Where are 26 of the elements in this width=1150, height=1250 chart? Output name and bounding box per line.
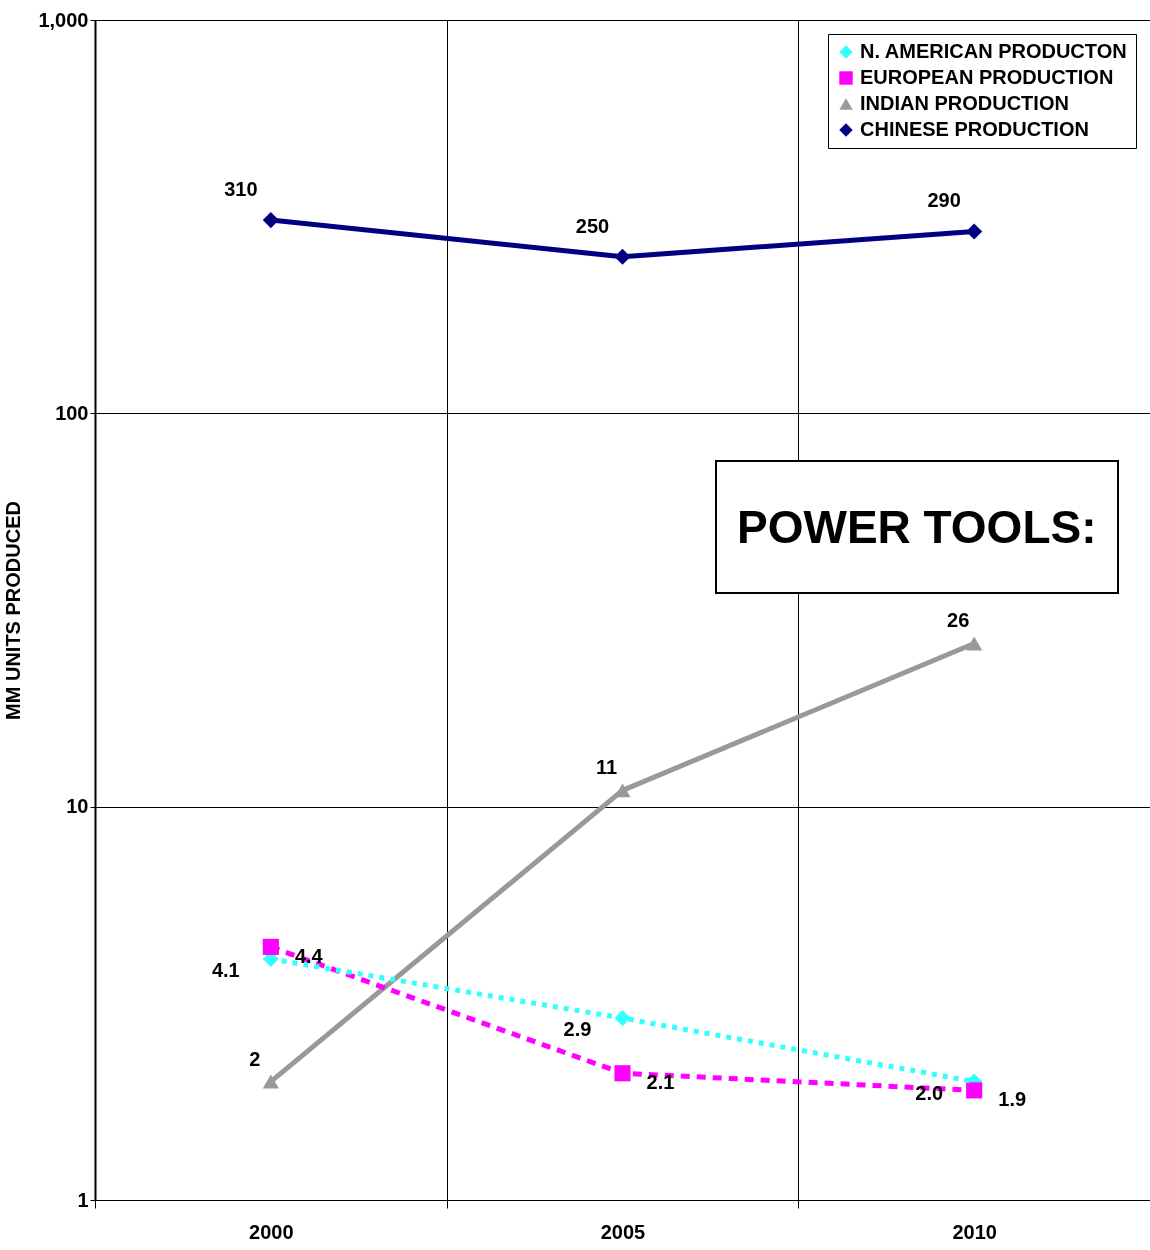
y-tick-label: 1,000 <box>38 8 89 31</box>
point <box>262 1074 279 1089</box>
legend-label: N. AMERICAN PRODUCTON <box>860 40 1127 62</box>
data-label: 290 <box>927 189 961 212</box>
data-label: 4.4 <box>294 944 324 967</box>
legend-label: INDIAN PRODUCTION <box>860 92 1069 114</box>
y-tick-label: 10 <box>66 795 89 818</box>
y-tick-label: 100 <box>55 401 89 424</box>
data-label: 2 <box>249 1047 261 1070</box>
data-label: 4.1 <box>211 958 240 981</box>
x-tick-label: 2005 <box>600 1220 646 1243</box>
data-label: 26 <box>947 609 970 632</box>
x-tick-label: 2010 <box>952 1220 997 1243</box>
data-label: 2.0 <box>915 1081 944 1104</box>
legend-label: EUROPEAN PRODUCTION <box>860 66 1114 88</box>
text: POWER TOOLS: <box>715 460 1119 594</box>
y-axis-title: MM UNITS PRODUCED <box>2 501 25 720</box>
data-label: 2.9 <box>563 1018 592 1041</box>
data-label: 1.9 <box>998 1088 1027 1111</box>
data-label: 310 <box>224 178 258 201</box>
legend-label: CHINESE PRODUCTION <box>860 118 1089 140</box>
data-label: 2.1 <box>646 1071 675 1094</box>
y-tick-label: 1 <box>77 1188 89 1211</box>
x-tick-label: 2000 <box>249 1220 294 1243</box>
data-label: 11 <box>595 756 618 779</box>
data-label: 250 <box>575 214 610 237</box>
